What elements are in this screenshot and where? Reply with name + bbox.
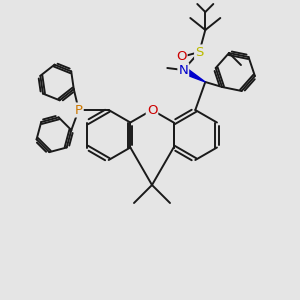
Text: O: O bbox=[147, 103, 157, 116]
Text: O: O bbox=[176, 50, 187, 64]
Text: N: N bbox=[178, 64, 188, 76]
Polygon shape bbox=[182, 67, 205, 82]
Text: S: S bbox=[195, 46, 203, 59]
Text: P: P bbox=[75, 103, 83, 116]
